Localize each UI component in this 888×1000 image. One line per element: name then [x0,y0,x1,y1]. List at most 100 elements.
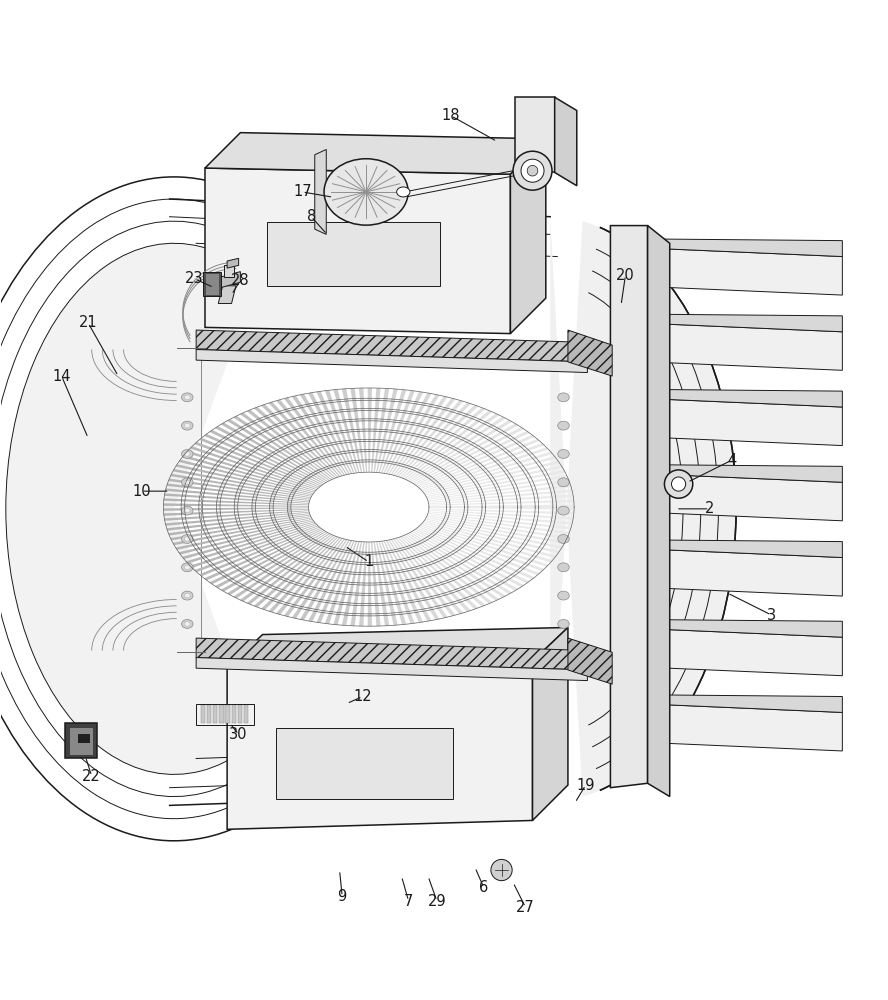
Polygon shape [294,441,307,453]
Polygon shape [357,429,361,442]
Polygon shape [532,452,552,459]
Polygon shape [456,530,475,536]
Polygon shape [313,532,329,542]
Text: 29: 29 [428,894,447,909]
Polygon shape [278,568,293,579]
Polygon shape [243,456,262,464]
Polygon shape [528,447,549,455]
Polygon shape [228,571,247,581]
Polygon shape [455,414,469,425]
Polygon shape [529,531,551,536]
Polygon shape [419,463,435,473]
Polygon shape [276,602,289,615]
Polygon shape [245,424,262,434]
Bar [267,222,440,286]
Polygon shape [389,603,395,615]
Polygon shape [470,595,486,607]
Polygon shape [437,460,454,469]
Polygon shape [434,419,447,430]
Polygon shape [440,543,457,553]
Polygon shape [374,542,377,554]
Polygon shape [193,540,213,546]
Polygon shape [551,490,573,494]
Polygon shape [467,468,487,475]
Polygon shape [255,542,274,550]
Polygon shape [416,577,427,589]
Polygon shape [466,557,484,566]
Polygon shape [551,521,573,525]
Polygon shape [268,439,284,450]
Polygon shape [534,519,555,523]
Polygon shape [250,555,269,564]
Polygon shape [307,554,321,566]
Polygon shape [441,522,463,527]
Polygon shape [329,559,338,571]
Polygon shape [178,548,200,555]
Polygon shape [470,554,488,564]
Polygon shape [511,574,529,583]
Polygon shape [203,483,225,488]
Polygon shape [268,427,283,438]
Polygon shape [434,458,450,467]
Polygon shape [297,466,313,476]
Polygon shape [480,496,503,499]
Polygon shape [254,494,275,497]
Polygon shape [396,442,404,454]
Polygon shape [186,556,207,564]
Polygon shape [482,544,502,551]
Polygon shape [268,576,283,588]
Polygon shape [205,555,226,563]
Polygon shape [638,704,843,751]
Polygon shape [429,417,440,429]
Polygon shape [226,475,247,481]
Polygon shape [400,454,410,466]
Polygon shape [292,519,313,524]
Polygon shape [399,612,407,625]
Text: 3: 3 [767,608,776,623]
Polygon shape [225,265,234,277]
Polygon shape [275,465,293,474]
Polygon shape [421,524,440,531]
Polygon shape [271,413,284,425]
Polygon shape [193,468,213,474]
Polygon shape [356,450,361,462]
Polygon shape [446,423,459,434]
Polygon shape [403,547,415,559]
Polygon shape [315,471,330,481]
Polygon shape [463,494,484,498]
Text: 18: 18 [442,108,460,123]
Polygon shape [494,480,514,485]
Polygon shape [425,491,446,496]
Polygon shape [186,481,207,486]
Polygon shape [310,474,326,483]
Polygon shape [503,465,524,472]
Polygon shape [353,440,358,452]
Polygon shape [335,431,342,444]
Polygon shape [442,448,458,458]
Polygon shape [271,515,292,518]
Polygon shape [236,462,256,470]
Polygon shape [399,591,407,604]
Polygon shape [199,512,220,514]
Polygon shape [290,516,311,520]
Polygon shape [319,412,328,425]
Polygon shape [519,461,540,468]
Polygon shape [211,468,233,474]
Polygon shape [283,433,297,444]
Polygon shape [292,490,313,495]
Polygon shape [299,552,313,562]
Polygon shape [255,464,274,472]
Polygon shape [515,522,536,526]
Polygon shape [404,535,417,545]
Polygon shape [501,546,521,553]
Polygon shape [478,486,499,491]
Polygon shape [262,429,278,440]
Polygon shape [535,511,556,514]
Polygon shape [451,473,471,480]
Polygon shape [499,498,520,501]
Text: 20: 20 [616,268,635,283]
Polygon shape [359,439,362,452]
Polygon shape [384,461,391,473]
Polygon shape [184,485,206,490]
Polygon shape [427,494,448,498]
